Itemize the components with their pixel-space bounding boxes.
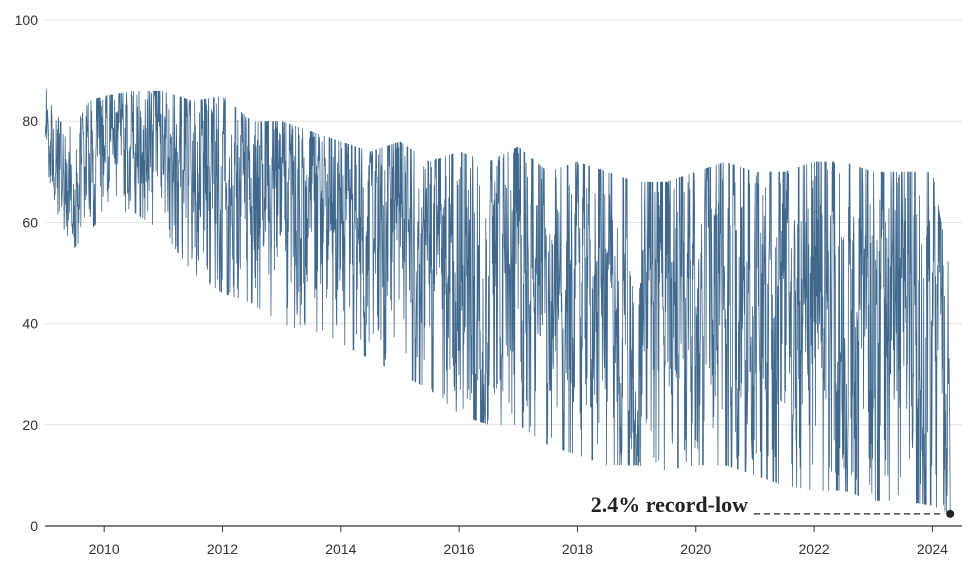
record-low-annotation: 2.4% record-low: [591, 492, 954, 518]
y-tick-label: 80: [22, 113, 38, 129]
y-tick-label: 20: [22, 417, 38, 433]
x-axis-ticks: 2010 2012 2014 2016 2018 2020 2022 2024: [89, 526, 949, 557]
y-tick-label: 40: [22, 316, 38, 332]
y-axis-ticks: 0 20 40 60 80 100: [15, 12, 39, 534]
y-tick-label: 100: [15, 12, 39, 28]
x-tick-label: 2012: [207, 541, 238, 557]
record-low-label: 2.4% record-low: [591, 492, 748, 517]
x-tick-label: 2020: [680, 541, 711, 557]
x-tick-label: 2016: [444, 541, 475, 557]
x-tick-label: 2022: [799, 541, 830, 557]
y-tick-label: 60: [22, 214, 38, 230]
x-tick-label: 2018: [562, 541, 593, 557]
y-tick-label: 0: [30, 518, 38, 534]
x-tick-label: 2014: [325, 541, 356, 557]
series-line: [45, 89, 950, 514]
x-tick-label: 2024: [917, 541, 948, 557]
x-tick-label: 2010: [89, 541, 120, 557]
series-line-group: [45, 89, 950, 514]
record-low-point: [946, 510, 954, 518]
